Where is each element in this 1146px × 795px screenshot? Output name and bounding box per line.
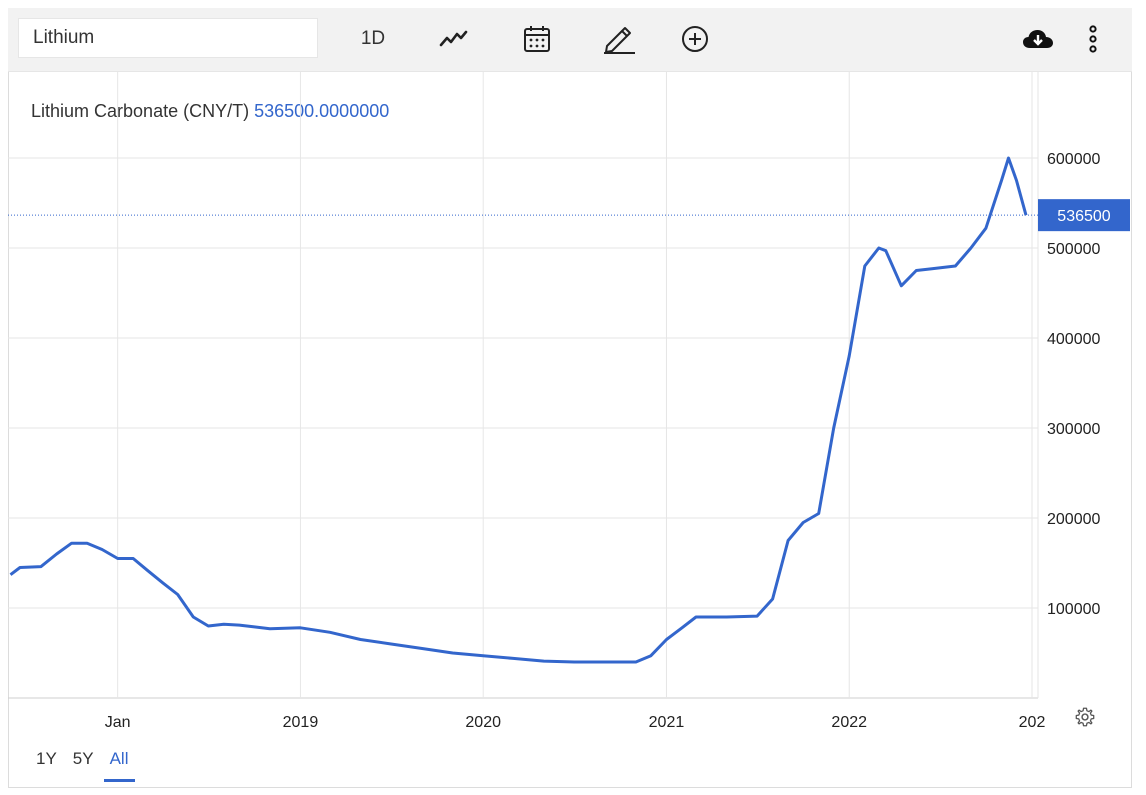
plus-circle-icon bbox=[682, 26, 708, 52]
series-value: 536500.0000000 bbox=[254, 101, 390, 121]
x-tick-label: 2020 bbox=[465, 714, 501, 731]
x-tick-label: 202 bbox=[1019, 714, 1046, 731]
draw-button[interactable] bbox=[600, 22, 638, 56]
y-tick-label: 300000 bbox=[1047, 421, 1100, 438]
interval-label: 1D bbox=[360, 28, 386, 49]
calendar-icon bbox=[524, 26, 550, 52]
pencil-icon bbox=[604, 27, 635, 54]
chart-type-button[interactable] bbox=[436, 22, 470, 56]
more-menu-button[interactable] bbox=[1082, 22, 1104, 56]
settings-gear-icon[interactable] bbox=[1074, 706, 1096, 728]
more-vertical-icon bbox=[1089, 25, 1097, 53]
date-range-button[interactable] bbox=[520, 22, 554, 56]
range-button-all[interactable]: All bbox=[103, 745, 135, 782]
last-value-label: 536500 bbox=[1057, 208, 1110, 225]
line-chart-icon bbox=[439, 30, 468, 47]
interval-button[interactable]: 1D bbox=[353, 22, 393, 56]
x-tick-label: 2022 bbox=[831, 714, 867, 731]
symbol-search-input[interactable] bbox=[18, 18, 318, 58]
x-tick-label: 2019 bbox=[283, 714, 319, 731]
add-indicator-button[interactable] bbox=[678, 22, 712, 56]
chart-toolbar: 1D bbox=[8, 8, 1132, 72]
chart-widget bbox=[8, 8, 1132, 788]
price-line bbox=[9, 156, 1028, 664]
range-button-5y[interactable]: 5Y bbox=[72, 749, 94, 768]
y-tick-label: 500000 bbox=[1047, 241, 1100, 258]
y-tick-label: 400000 bbox=[1047, 331, 1100, 348]
y-tick-label: 200000 bbox=[1047, 511, 1100, 528]
time-range-selector: 1Y 5Y All bbox=[30, 745, 139, 782]
x-tick-label: Jan bbox=[105, 714, 131, 731]
y-tick-label: 600000 bbox=[1047, 151, 1100, 168]
series-name: Lithium Carbonate (CNY/T) bbox=[31, 101, 250, 121]
range-button-1y[interactable]: 1Y bbox=[36, 749, 57, 768]
y-tick-label: 100000 bbox=[1047, 601, 1100, 618]
x-tick-label: 2021 bbox=[649, 714, 685, 731]
download-button[interactable] bbox=[1020, 22, 1056, 56]
last-value-badge bbox=[1038, 199, 1130, 232]
series-legend: Lithium Carbonate (CNY/T) 536500.0000000 bbox=[31, 101, 389, 122]
cloud-download-icon bbox=[1023, 30, 1053, 48]
